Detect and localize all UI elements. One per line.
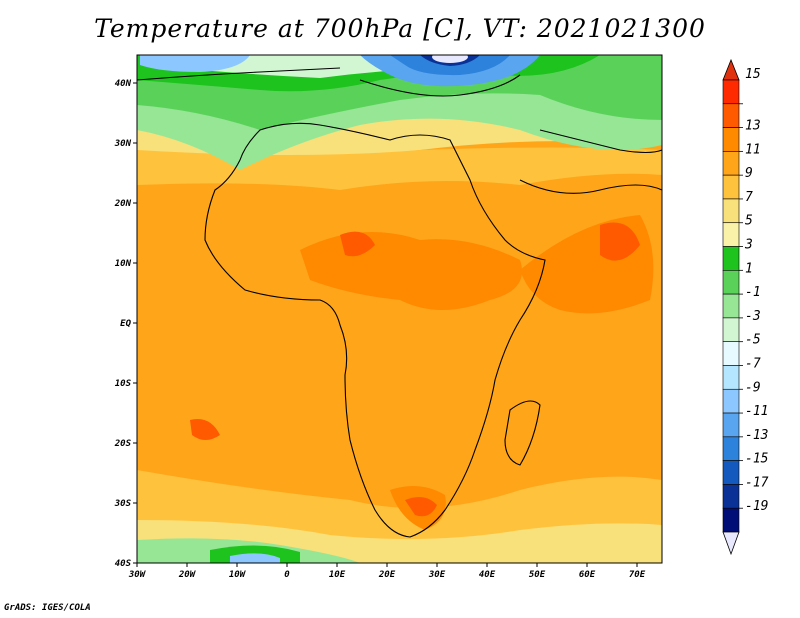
colorbar-label: -13 xyxy=(745,428,768,443)
lon-tick-label: 20W xyxy=(178,570,197,580)
colorbar-swatch xyxy=(722,507,740,533)
lon-tick-label: 30E xyxy=(428,570,446,580)
colorbar-swatch xyxy=(722,174,740,200)
colorbar-swatch xyxy=(722,127,740,152)
colorbar-label: -19 xyxy=(745,499,768,514)
colorbar-label: -17 xyxy=(745,475,769,490)
colorbar-label: 13 xyxy=(745,119,761,134)
colorbar-label: 9 xyxy=(745,166,753,181)
coastlines xyxy=(136,67,663,538)
colorbar-label: 3 xyxy=(744,238,753,253)
colorbar-swatch xyxy=(722,412,740,438)
colorbar-swatch xyxy=(722,436,740,461)
colorbar-swatch xyxy=(722,484,740,509)
colorbar-label: 7 xyxy=(745,190,753,205)
map-title: Temperature at 700hPa [C], VT: 202102130… xyxy=(94,14,706,43)
lat-tick-label: 20N xyxy=(114,199,132,209)
lon-tick-label: 30W xyxy=(128,570,147,580)
colorbar-swatch xyxy=(722,246,740,271)
colorbar: 15 13 11 9 7 5 3 1 -1 -3 -5 -7 -9 -11 -13 -15 -17 -19 xyxy=(722,58,769,556)
lat-tick-label: 10N xyxy=(115,259,132,269)
lat-tick-label: 20S xyxy=(114,439,132,449)
lat-tick-label: EQ xyxy=(120,319,131,329)
colorbar-swatch xyxy=(722,222,740,247)
colorbar-label: -5 xyxy=(745,333,761,348)
colorbar-label: -15 xyxy=(745,452,769,467)
map-frame xyxy=(136,54,663,564)
lon-tick-label: 70E xyxy=(629,570,646,580)
lat-tick-label: 10S xyxy=(115,379,132,389)
colorbar-swatch xyxy=(722,460,740,485)
lat-tick-label: 40N xyxy=(115,79,132,89)
lat-tick-label: 30N xyxy=(114,139,132,149)
colorbar-swatch xyxy=(722,198,740,224)
colorbar-label: -3 xyxy=(745,309,761,324)
colorbar-bottom-arrow xyxy=(722,531,740,556)
lon-axis: 30W 20W 10W 0 10E 20E 30E 40E 50E 60E 70E xyxy=(128,563,646,580)
colorbar-swatch xyxy=(722,293,740,319)
lon-tick-label: 0 xyxy=(284,570,290,580)
colorbar-swatch xyxy=(722,317,740,342)
lon-tick-label: 60E xyxy=(579,570,596,580)
colorbar-swatch xyxy=(722,365,740,390)
lon-tick-label: 40E xyxy=(479,570,496,580)
lat-tick-label: 30S xyxy=(114,499,132,509)
colorbar-label: -1 xyxy=(745,285,761,300)
colorbar-label: 15 xyxy=(745,67,761,82)
credit-label: GrADS: IGES/COLA xyxy=(4,603,91,613)
colorbar-swatch xyxy=(722,270,740,295)
colorbar-swatch xyxy=(722,79,740,105)
colorbar-label: 11 xyxy=(745,142,761,157)
colorbar-swatch xyxy=(722,103,740,128)
colorbar-top-arrow xyxy=(722,58,740,81)
colorbar-label: -7 xyxy=(745,356,761,371)
colorbar-swatch xyxy=(722,151,740,176)
colorbar-label: -11 xyxy=(745,404,768,419)
lat-tick-label: 40S xyxy=(115,559,132,569)
lon-tick-label: 10W xyxy=(229,570,247,580)
colorbar-label: 1 xyxy=(745,261,753,276)
colorbar-swatch xyxy=(722,388,740,414)
colorbar-label: 5 xyxy=(745,214,753,229)
lon-tick-label: 10E xyxy=(329,570,346,580)
colorbar-label: -9 xyxy=(745,380,761,395)
colorbar-swatch xyxy=(722,341,740,366)
lon-tick-label: 50E xyxy=(529,570,546,580)
lat-axis: 40N 30N 20N 10N EQ 10S 20S 30S 40S xyxy=(114,79,137,569)
temperature-field xyxy=(137,55,662,563)
lon-tick-label: 20E xyxy=(378,570,396,580)
